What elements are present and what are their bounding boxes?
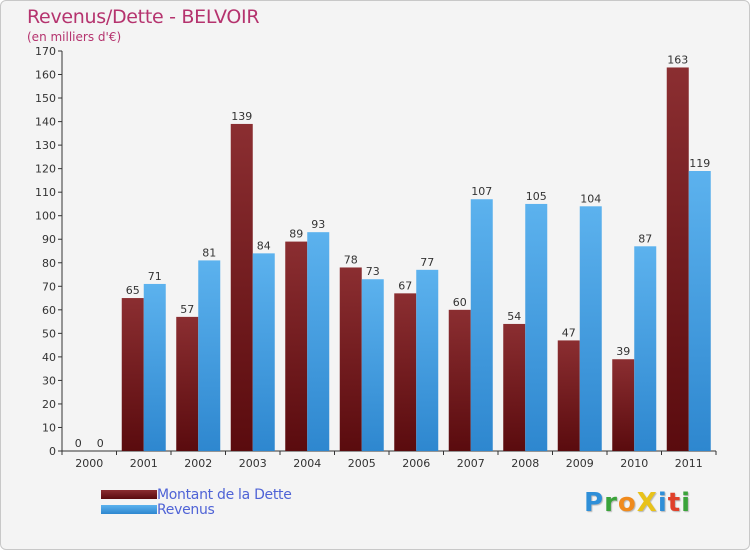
data-label-debt: 65 xyxy=(126,284,140,297)
bar-debt xyxy=(448,309,471,451)
y-tick-label: 140 xyxy=(35,116,56,129)
bar-revenus xyxy=(470,199,493,451)
legend-swatch-revenus xyxy=(101,505,157,514)
bar-revenus xyxy=(579,206,602,451)
data-label-revenus: 87 xyxy=(638,232,652,245)
y-tick-label: 80 xyxy=(42,257,56,270)
chart-title: Revenus/Dette - BELVOIR xyxy=(27,6,260,28)
y-tick-label: 130 xyxy=(35,139,56,152)
y-tick-label: 40 xyxy=(42,351,56,364)
y-tick-label: 10 xyxy=(42,421,56,434)
legend-item-debt: Montant de la Dette xyxy=(101,486,292,503)
y-tick-label: 170 xyxy=(35,45,56,58)
data-label-revenus: 73 xyxy=(366,265,380,278)
data-label-debt: 139 xyxy=(231,110,252,123)
legend-label-revenus: Revenus xyxy=(157,501,215,518)
data-label-debt: 54 xyxy=(507,310,521,323)
x-tick-label: 2001 xyxy=(130,457,158,470)
bar-revenus xyxy=(416,269,439,451)
logo-letter: X xyxy=(636,488,658,518)
legend-label-debt: Montant de la Dette xyxy=(157,486,292,503)
data-label-revenus: 105 xyxy=(526,190,547,203)
bar-debt xyxy=(666,67,689,452)
bar-revenus xyxy=(252,253,275,451)
x-tick-label: 2008 xyxy=(511,457,539,470)
bar-revenus xyxy=(525,203,548,451)
logo-letter: i xyxy=(681,488,692,518)
proxiti-logo: ProXiti xyxy=(584,488,691,518)
bar-debt xyxy=(612,359,635,451)
y-tick-label: 60 xyxy=(42,304,56,317)
data-label-revenus: 77 xyxy=(420,256,434,269)
data-label-debt: 47 xyxy=(562,326,576,339)
data-label-revenus: 104 xyxy=(580,192,601,205)
y-tick-label: 20 xyxy=(42,398,56,411)
y-tick-label: 110 xyxy=(35,186,56,199)
logo-letter: o xyxy=(617,488,637,518)
x-tick-label: 2002 xyxy=(184,457,212,470)
y-tick-label: 90 xyxy=(42,233,56,246)
bar-debt xyxy=(285,241,308,451)
data-label-debt: 67 xyxy=(398,279,412,292)
bar-debt xyxy=(394,293,417,451)
bar-debt xyxy=(230,123,253,452)
bar-revenus xyxy=(198,260,221,451)
y-tick-label: 30 xyxy=(42,374,56,387)
data-label-revenus: 119 xyxy=(689,157,710,170)
data-label-debt: 57 xyxy=(180,303,194,316)
legend: Montant de la Dette Revenus xyxy=(101,486,292,518)
data-label-revenus: 71 xyxy=(148,270,162,283)
y-tick-label: 0 xyxy=(49,445,56,458)
bar-debt xyxy=(339,267,362,451)
chart-subtitle: (en milliers d'€) xyxy=(27,30,122,44)
y-tick-label: 160 xyxy=(35,69,56,82)
data-label-revenus: 0 xyxy=(97,437,104,450)
bar-debt xyxy=(176,316,199,451)
data-label-debt: 163 xyxy=(667,53,688,66)
logo-letter: P xyxy=(584,488,605,518)
bar-debt xyxy=(503,323,526,451)
data-label-revenus: 84 xyxy=(257,239,271,252)
x-tick-label: 2007 xyxy=(457,457,485,470)
bar-debt xyxy=(557,340,580,451)
logo-letter: i xyxy=(657,488,668,518)
x-tick-label: 2006 xyxy=(402,457,430,470)
bar-revenus xyxy=(688,171,711,451)
logo-letter: r xyxy=(604,488,618,518)
y-tick-label: 50 xyxy=(42,327,56,340)
bar-revenus xyxy=(634,246,657,451)
data-label-revenus: 93 xyxy=(311,218,325,231)
bar-revenus xyxy=(361,279,384,451)
bar-revenus xyxy=(307,232,330,451)
data-label-debt: 0 xyxy=(75,437,82,450)
x-tick-label: 2010 xyxy=(620,457,648,470)
data-label-debt: 89 xyxy=(289,228,303,241)
data-label-debt: 78 xyxy=(344,253,358,266)
legend-item-revenus: Revenus xyxy=(101,501,292,518)
y-tick-label: 100 xyxy=(35,210,56,223)
bar-revenus xyxy=(143,283,166,451)
x-tick-label: 2005 xyxy=(348,457,376,470)
x-tick-label: 2011 xyxy=(675,457,703,470)
x-tick-label: 2009 xyxy=(566,457,594,470)
data-label-debt: 60 xyxy=(453,296,467,309)
logo-letter: t xyxy=(667,488,682,518)
y-tick-label: 120 xyxy=(35,163,56,176)
x-tick-label: 2003 xyxy=(239,457,267,470)
x-tick-label: 2000 xyxy=(75,457,103,470)
y-tick-label: 150 xyxy=(35,92,56,105)
data-label-debt: 39 xyxy=(616,345,630,358)
x-tick-label: 2004 xyxy=(293,457,321,470)
bar-debt xyxy=(121,298,144,451)
data-label-revenus: 81 xyxy=(202,246,216,259)
data-label-revenus: 107 xyxy=(471,185,492,198)
y-tick-label: 70 xyxy=(42,280,56,293)
legend-swatch-debt xyxy=(101,490,157,499)
